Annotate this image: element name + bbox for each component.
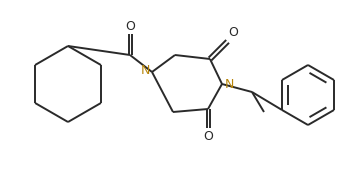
Text: N: N: [224, 79, 234, 92]
Text: O: O: [228, 25, 238, 39]
Text: O: O: [203, 130, 213, 142]
Text: N: N: [140, 64, 150, 78]
Text: O: O: [125, 21, 135, 33]
